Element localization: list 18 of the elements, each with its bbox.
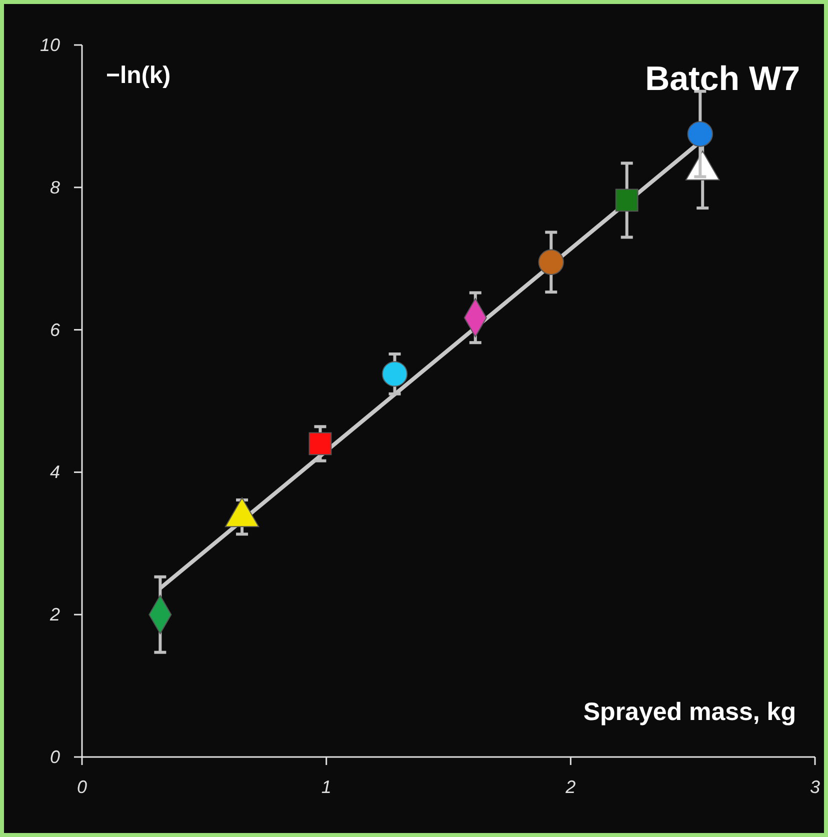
x-axis-title: Sprayed mass, kg xyxy=(583,698,796,726)
point xyxy=(308,432,332,456)
x-tick-label: 2 xyxy=(564,777,576,797)
y-tick-label: 10 xyxy=(40,35,60,55)
x-tick-label: 1 xyxy=(321,777,332,797)
chart-title: Batch W7 xyxy=(645,60,800,98)
y-tick-label: 4 xyxy=(50,462,60,482)
x-tick-label: 0 xyxy=(76,777,88,797)
y-axis-title: −ln(k) xyxy=(106,62,171,89)
x-tick-label: 3 xyxy=(810,777,820,797)
y-tick-label: 2 xyxy=(48,604,60,625)
y-tick-label: 6 xyxy=(50,320,61,340)
point xyxy=(687,121,714,147)
y-tick-label: 8 xyxy=(50,177,60,198)
point xyxy=(538,249,564,275)
y-tick-label: 0 xyxy=(50,747,60,767)
point xyxy=(615,188,638,212)
point xyxy=(382,361,408,387)
